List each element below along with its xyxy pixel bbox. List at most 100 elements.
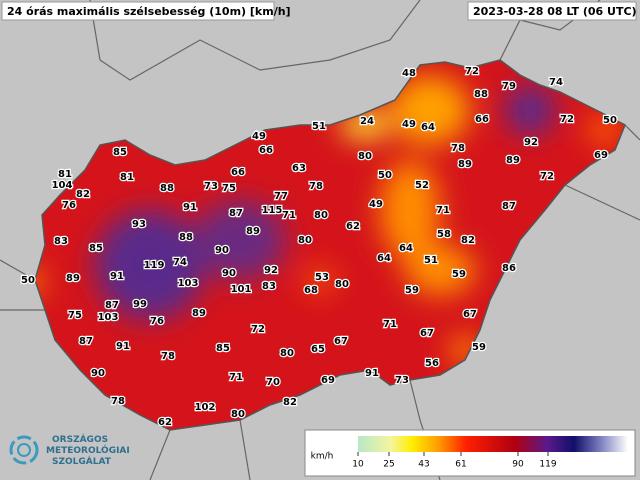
station-value: 99 — [133, 299, 147, 310]
station-value: 78 — [309, 181, 323, 192]
station-value: 58 — [437, 229, 451, 240]
station-value: 59 — [452, 269, 466, 280]
station-value: 92 — [264, 265, 278, 276]
station-value: 81 — [58, 169, 72, 180]
legend-unit: km/h — [311, 452, 334, 462]
station-values: 48 72 79 74 88 51 24 49 64 66 72 50 49 66 78 92 69 85 80 63… — [20, 65, 618, 430]
station-value: 88 — [160, 183, 174, 194]
station-value: 69 — [321, 375, 335, 386]
tick-label: 90 — [512, 460, 524, 470]
station-value: 67 — [334, 336, 348, 347]
station-value: 59 — [472, 342, 486, 353]
timestamp: 2023-03-28 08 LT (06 UTC) — [473, 5, 637, 18]
station-value: 49 — [369, 199, 383, 210]
station-value: 72 — [251, 324, 265, 335]
station-value: 51 — [424, 255, 438, 266]
station-value: 67 — [420, 328, 434, 339]
station-value: 64 — [399, 243, 413, 254]
station-value: 89 — [458, 159, 472, 170]
station-value: 82 — [283, 397, 297, 408]
station-value: 102 — [195, 402, 216, 413]
station-value: 71 — [282, 210, 296, 221]
station-value: 87 — [105, 300, 119, 311]
station-value: 82 — [461, 235, 475, 246]
station-value: 85 — [89, 243, 103, 254]
station-value: 73 — [395, 375, 409, 386]
station-value: 71 — [436, 205, 450, 216]
tick-label: 43 — [418, 460, 429, 470]
station-value: 90 — [215, 245, 229, 256]
station-value: 74 — [549, 77, 563, 88]
station-value: 66 — [259, 145, 273, 156]
station-value: 59 — [405, 285, 419, 296]
station-value: 62 — [346, 221, 360, 232]
station-value: 24 — [360, 116, 374, 127]
station-value: 88 — [179, 232, 193, 243]
station-value: 85 — [216, 343, 230, 354]
station-value: 83 — [54, 236, 68, 247]
station-value: 77 — [274, 191, 288, 202]
colorbar — [358, 436, 628, 452]
station-value: 89 — [246, 226, 260, 237]
station-value: 103 — [178, 278, 199, 289]
title-box — [1, 1, 275, 21]
station-value: 80 — [231, 409, 245, 420]
station-value: 87 — [229, 208, 243, 219]
station-value: 90 — [222, 268, 236, 279]
station-value: 89 — [192, 308, 206, 319]
station-value: 73 — [204, 181, 218, 192]
logo-text: ORSZÁGOS — [52, 433, 108, 445]
station-value: 80 — [335, 279, 349, 290]
station-value: 56 — [425, 358, 439, 369]
station-value: 76 — [150, 316, 164, 327]
tick-label: 10 — [352, 460, 364, 470]
title: 24 órás maximális szélsebesség (10m) [km… — [7, 5, 291, 18]
station-value: 87 — [502, 201, 516, 212]
station-value: 89 — [506, 155, 520, 166]
station-value: 70 — [266, 377, 280, 388]
tick-label: 119 — [539, 460, 556, 470]
tick-label: 25 — [383, 460, 394, 470]
station-value: 82 — [76, 189, 90, 200]
station-value: 64 — [421, 122, 435, 133]
station-value: 53 — [315, 272, 329, 283]
station-value: 64 — [377, 253, 391, 264]
station-value: 101 — [231, 284, 252, 295]
station-value: 89 — [66, 273, 80, 284]
station-value: 90 — [91, 368, 105, 379]
station-value: 50 — [603, 115, 617, 126]
station-value: 80 — [358, 151, 372, 162]
station-value: 65 — [311, 344, 325, 355]
station-value: 74 — [173, 257, 187, 268]
station-value: 115 — [262, 205, 283, 216]
logo-text: METEOROLÓGIAI — [46, 444, 130, 456]
station-value: 91 — [183, 202, 197, 213]
legend: km/h 10 25 43 61 90 119 — [304, 429, 636, 477]
station-value: 79 — [502, 81, 516, 92]
station-value: 80 — [314, 210, 328, 221]
station-value: 50 — [378, 170, 392, 181]
station-value: 49 — [402, 119, 416, 130]
station-value: 68 — [304, 285, 318, 296]
station-value: 71 — [383, 319, 397, 330]
station-value: 78 — [161, 351, 175, 362]
station-value: 71 — [229, 372, 243, 383]
station-value: 83 — [262, 281, 276, 292]
station-value: 48 — [402, 68, 416, 79]
station-value: 91 — [110, 271, 124, 282]
station-value: 91 — [365, 368, 379, 379]
station-value: 52 — [415, 180, 429, 191]
station-value: 62 — [158, 417, 172, 428]
tick-label: 61 — [455, 460, 466, 470]
logo: ORSZÁGOS METEOROLÓGIAI SZOLGÁLAT — [9, 433, 130, 467]
station-value: 67 — [463, 309, 477, 320]
station-value: 81 — [120, 172, 134, 183]
station-value: 103 — [98, 312, 119, 323]
station-value: 49 — [252, 131, 266, 142]
station-value: 78 — [111, 396, 125, 407]
station-value: 51 — [312, 121, 326, 132]
station-value: 80 — [280, 348, 294, 359]
station-value: 92 — [524, 137, 538, 148]
station-value: 86 — [502, 263, 516, 274]
